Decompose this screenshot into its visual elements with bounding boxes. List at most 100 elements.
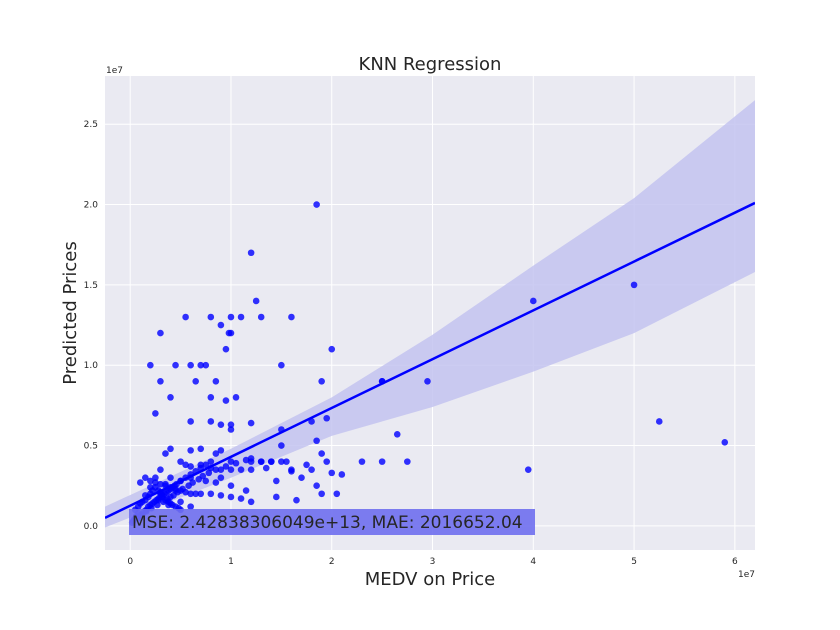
scatter-point <box>207 313 215 321</box>
scatter-point <box>273 493 280 501</box>
scatter-point <box>333 490 341 498</box>
scatter-point <box>267 458 275 465</box>
scatter-point <box>393 431 401 438</box>
scatter-point <box>187 490 194 498</box>
scatter-point <box>212 479 220 486</box>
scatter-point <box>217 474 225 481</box>
scatter-point <box>273 477 280 485</box>
scatter-point <box>232 394 240 401</box>
scatter-point <box>237 466 245 473</box>
scatter-point <box>227 421 235 428</box>
scatter-point <box>207 394 215 401</box>
scatter-point <box>212 466 220 473</box>
scatter-point <box>222 397 230 404</box>
scatter-point <box>278 442 285 449</box>
scatter-point <box>152 410 159 417</box>
y-tick-label: 0.5 <box>84 442 98 452</box>
scatter-point <box>217 492 225 499</box>
scatter-point <box>207 458 215 465</box>
scatter-point <box>424 377 431 385</box>
scatter-point <box>237 495 245 502</box>
scatter-point <box>179 485 186 493</box>
scatter-point <box>172 487 179 494</box>
scatter-point <box>237 313 245 321</box>
x-axis-offset-label: 1e7 <box>738 570 755 580</box>
scatter-point <box>207 418 215 425</box>
scatter-point <box>278 458 285 465</box>
scatter-point <box>152 479 159 486</box>
scatter-point <box>283 458 290 465</box>
scatter-point <box>298 474 305 481</box>
scatter-point <box>207 490 215 498</box>
scatter-point <box>247 466 255 473</box>
tick-labels-layer: 0 1 2 3 4 5 6 0.0 0.5 1.0 1.5 2.0 2.5 <box>84 120 738 567</box>
scatter-point <box>630 281 638 289</box>
scatter-point <box>318 377 325 385</box>
scatter-point <box>177 498 184 506</box>
scatter-point <box>655 418 663 425</box>
scatter-point <box>358 458 366 465</box>
y-axis-offset-label: 1e7 <box>106 66 123 76</box>
scatter-point <box>222 463 230 470</box>
scatter-point <box>323 458 331 465</box>
scatter-point <box>147 484 154 491</box>
scatter-point <box>217 321 225 329</box>
y-tick-label: 2.5 <box>84 120 98 130</box>
regression-line-layer <box>105 201 755 519</box>
scatter-point <box>227 493 235 501</box>
scatter-point <box>313 482 320 490</box>
scatter-point <box>167 445 174 453</box>
scatter-point <box>232 459 240 467</box>
scatter-point <box>172 361 179 369</box>
scatter-point <box>328 469 336 477</box>
scatter-point <box>187 418 194 425</box>
scatter-point <box>199 472 207 480</box>
x-tick-label: 3 <box>430 557 436 567</box>
scatter-point <box>721 439 729 446</box>
y-tick-label: 2.0 <box>84 201 99 211</box>
scatter-point <box>217 447 225 454</box>
metrics-annotation-box <box>129 509 535 535</box>
scatter-point <box>217 466 225 473</box>
scatter-point <box>182 313 189 321</box>
scatter-point <box>182 461 189 469</box>
x-axis-label: MEDV on Price <box>365 569 496 590</box>
scatter-point <box>247 455 255 462</box>
scatter-point <box>247 249 255 257</box>
scatter-point <box>247 419 255 427</box>
scatter-point <box>136 479 144 486</box>
scatter-point <box>227 313 235 321</box>
scatter-point <box>202 361 210 369</box>
scatter-point <box>227 466 235 473</box>
x-tick-label: 4 <box>530 557 536 567</box>
scatter-point <box>529 297 537 305</box>
scatter-point <box>162 450 169 457</box>
scatter-point <box>187 503 194 510</box>
scatter-point <box>247 498 255 506</box>
scatter-point <box>177 458 184 465</box>
scatter-point <box>152 474 159 481</box>
scatter-point <box>197 490 205 498</box>
scatter-point <box>323 414 331 422</box>
scatter-point <box>187 447 194 454</box>
x-tick-label: 0 <box>127 557 133 567</box>
y-tick-label: 0.0 <box>84 522 99 532</box>
scatter-point <box>252 297 260 305</box>
scatter-point <box>142 474 149 481</box>
scatter-point <box>167 474 174 481</box>
scatter-point <box>157 377 164 385</box>
scatter-point <box>147 361 154 369</box>
x-tick-label: 5 <box>631 557 637 567</box>
scatter-point <box>157 466 164 473</box>
y-tick-label: 1.0 <box>84 361 99 371</box>
scatter-point <box>293 496 300 504</box>
scatter-point <box>288 313 295 321</box>
scatter-point <box>155 496 162 504</box>
scatter-point <box>242 456 250 464</box>
scatter-point <box>262 464 270 472</box>
y-tick-label: 1.5 <box>84 281 98 291</box>
scatter-point <box>187 463 194 470</box>
scatter-point <box>197 361 205 369</box>
scatter-point <box>318 450 325 457</box>
y-axis-label: Predicted Prices <box>60 241 81 385</box>
